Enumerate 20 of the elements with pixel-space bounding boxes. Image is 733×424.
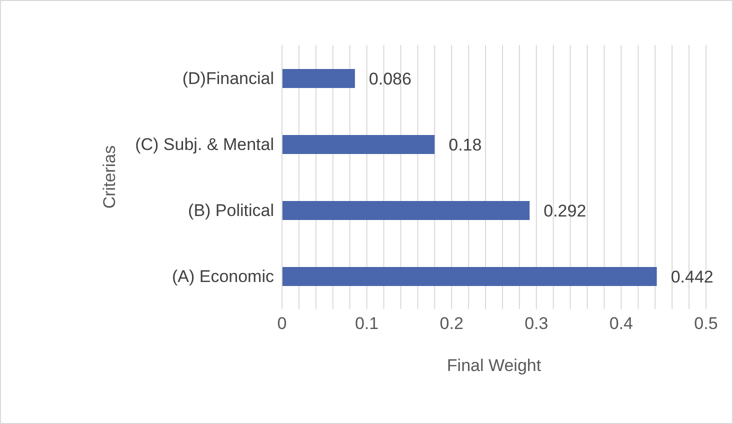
y-tick-label: (D)Financial <box>182 69 274 88</box>
bar <box>282 135 435 154</box>
x-tick-label: 0.3 <box>524 314 548 334</box>
y-axis-title: Criterias <box>100 145 120 209</box>
x-tick-label: 0.1 <box>354 314 379 334</box>
x-tick-label: 0.4 <box>609 314 634 334</box>
data-label: 0.086 <box>368 70 412 89</box>
y-tick-label: (A) Economic <box>172 267 274 286</box>
x-tick-label: 0 <box>277 314 287 334</box>
x-tick-label: 0.2 <box>440 314 464 334</box>
data-label: 0.292 <box>544 202 586 221</box>
x-axis-title: Final Weight <box>446 356 542 375</box>
data-label: 0.18 <box>448 136 482 155</box>
x-tick-label: 0.5 <box>694 314 718 334</box>
y-tick-label: (B) Political <box>188 201 274 220</box>
bar <box>282 267 657 286</box>
bar <box>282 201 530 220</box>
data-label: 0.442 <box>670 268 714 287</box>
bar <box>282 69 355 88</box>
y-tick-label: (C) Subj. & Mental <box>135 135 274 154</box>
